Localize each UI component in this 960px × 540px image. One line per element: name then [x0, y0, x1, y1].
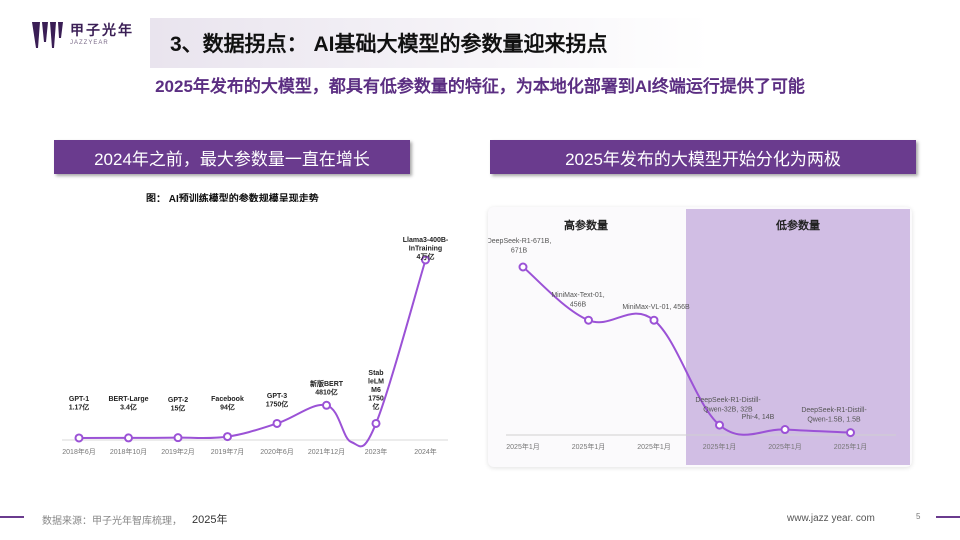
footer-year: 2025年 — [192, 514, 228, 526]
right-x-tick-label: 2025年1月 — [637, 442, 670, 451]
brand-logo: 甲子光年 JAZZYEAR — [30, 18, 150, 52]
left-data-label-line: 1.17亿 — [69, 403, 90, 412]
left-data-point — [371, 418, 381, 428]
right-data-point — [715, 420, 724, 430]
right-region-label-high: 高参数量 — [564, 218, 608, 232]
left-data-label-line: 新版BERT — [310, 379, 344, 388]
right-data-label: DeepSeek-R1-Distill- Qwen-32B, 32B — [695, 397, 761, 414]
page-number: 5 — [916, 512, 921, 521]
footer-source: 数据来源：甲子光年智库梳理， — [42, 516, 182, 527]
brand-name: 甲子光年 — [70, 22, 134, 38]
left-data-label: GPT-2 15亿 — [168, 397, 188, 413]
right-data-point — [780, 425, 790, 435]
left-x-tick-label: 2019年7月 — [211, 447, 244, 456]
left-data-label-line: GPT-2 — [168, 397, 188, 404]
left-x-tick-label: 2018年10月 — [110, 447, 147, 456]
left-x-tick-label: 2018年6月 — [62, 447, 95, 456]
left-data-label-line: Llama3-400B- — [403, 237, 449, 244]
footer-website[interactable]: www.jazz year. com — [787, 513, 875, 524]
right-data-label: MiniMax-Text-01, 456B — [551, 292, 604, 309]
right-x-tick-label: 2025年1月 — [572, 442, 605, 451]
left-data-point — [272, 418, 282, 428]
right-chart: 高参数量 低参数量 DeepSeek-R1-671B, 671B MiniMax-Tex… — [487, 209, 910, 465]
left-data-point — [173, 433, 183, 443]
left-x-tick-label: 2019年2月 — [161, 447, 194, 456]
right-x-tick-label: 2025年1月 — [768, 442, 801, 451]
left-chart: GPT-1 1.17亿 BERT-Large 3.4亿 GPT-2 15亿 Facebook… — [62, 237, 449, 456]
right-data-label-line: 671B — [511, 248, 528, 255]
right-panel-header: 2025年发布的大模型开始分化为两极 — [490, 140, 916, 174]
left-data-label: Facebook 94亿 — [211, 396, 244, 412]
left-x-tick-label: 2023年 — [365, 447, 388, 456]
left-series-line — [78, 259, 427, 448]
left-chart-card: GPT-1 1.17亿 BERT-Large 3.4亿 GPT-2 15亿 Facebook… — [44, 202, 458, 464]
right-low-param-band — [686, 209, 910, 465]
left-data-label-line: 1750亿 — [266, 400, 289, 409]
page-subtitle: 2025年发布的大模型，都具有低参数量的特征，为本地化部署到AI终端运行提供了可… — [155, 77, 805, 96]
left-data-point — [223, 432, 232, 442]
right-data-label: DeepSeek-R1-671B, 671B — [488, 238, 551, 255]
right-region-label-low: 低参数量 — [775, 218, 820, 232]
right-data-label-line: DeepSeek-R1-671B, — [488, 238, 551, 245]
left-data-label: Stab leLM M6 1750 亿 — [368, 370, 384, 411]
left-data-label: 新版BERT 4810亿 — [310, 379, 344, 397]
right-x-tick-label: 2025年1月 — [703, 442, 736, 451]
left-data-label-line: Stab — [368, 370, 383, 377]
left-data-label: GPT-3 1750亿 — [266, 393, 289, 409]
left-data-label-line: GPT-1 — [69, 396, 89, 403]
left-data-label: BERT-Large 3.4亿 — [108, 396, 148, 412]
left-data-point — [421, 255, 430, 265]
right-data-label-line: DeepSeek-R1-Distill- — [695, 397, 761, 404]
page-title: 3、数据拐点： AI基础大模型的参数量迎来拐点 — [170, 33, 608, 56]
right-chart-card: 高参数量 低参数量 DeepSeek-R1-671B, 671B MiniMax-Tex… — [487, 207, 912, 467]
brand-logo-icon — [32, 22, 63, 48]
right-data-label-line: Qwen-32B, 32B — [703, 407, 753, 414]
right-data-label-line: DeepSeek-R1-Distill- — [801, 407, 867, 414]
right-data-label-line: 456B — [570, 302, 587, 309]
left-data-label-line: 1750 — [368, 396, 384, 403]
footer-accent-line — [0, 516, 24, 518]
left-data-label-line: M6 — [371, 387, 381, 394]
footer-accent-line-right — [936, 516, 960, 518]
left-data-label-line: 94亿 — [220, 403, 235, 412]
left-x-tick-label: 2020年6月 — [260, 447, 293, 456]
left-data-label-line: 4万亿 — [417, 252, 435, 261]
right-data-label-line: Qwen-1.5B, 1.5B — [807, 417, 861, 424]
left-data-point — [74, 433, 84, 443]
right-data-label: Phi-4, 14B — [742, 414, 775, 421]
left-data-label-line: 4810亿 — [315, 388, 338, 397]
left-data-label-line: Facebook — [211, 396, 244, 403]
right-data-label-line: MiniMax-Text-01, — [551, 292, 604, 299]
left-data-label-line: leLM — [368, 379, 384, 386]
right-data-point — [649, 315, 659, 325]
right-data-label-line: Phi-4, 14B — [742, 414, 775, 421]
left-data-label-line: 15亿 — [171, 404, 186, 413]
right-data-label: MiniMax-VL-01, 456B — [622, 304, 690, 311]
title-bar — [150, 18, 710, 68]
right-data-point — [518, 262, 528, 272]
left-data-point — [322, 400, 331, 410]
left-data-label-line: InTraining — [409, 246, 442, 253]
left-data-point — [124, 433, 133, 443]
right-data-point — [584, 315, 593, 325]
left-data-label: Llama3-400B- InTraining 4万亿 — [403, 237, 449, 261]
left-data-label: GPT-1 1.17亿 — [69, 396, 90, 412]
left-x-tick-label: 2024年 — [414, 447, 437, 456]
left-data-label-line: 3.4亿 — [120, 403, 137, 412]
brand-sub: JAZZYEAR — [70, 40, 109, 46]
left-x-tick-label: 2021年12月 — [308, 447, 345, 456]
left-panel-header: 2024年之前，最大参数量一直在增长 — [54, 140, 410, 174]
right-data-point — [846, 428, 855, 438]
right-data-label: DeepSeek-R1-Distill- Qwen-1.5B, 1.5B — [801, 407, 867, 424]
left-chart-title: 图： AI预训练模型的参数规模呈现走势 — [146, 194, 319, 205]
left-data-label-line: 亿 — [373, 402, 380, 411]
right-x-tick-label: 2025年1月 — [506, 442, 539, 451]
left-data-label-line: GPT-3 — [267, 393, 287, 400]
left-data-label-line: BERT-Large — [108, 396, 148, 403]
right-x-tick-label: 2025年1月 — [834, 442, 867, 451]
right-data-label-line: MiniMax-VL-01, 456B — [622, 304, 690, 311]
